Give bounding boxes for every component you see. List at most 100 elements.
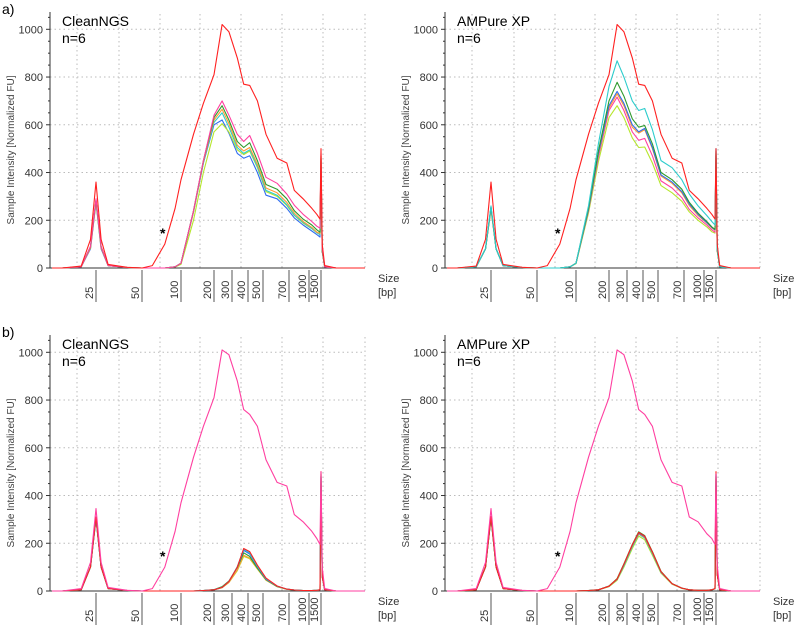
x-tick-label: 700 bbox=[277, 281, 289, 299]
panel-title: AMPure XP bbox=[457, 336, 530, 352]
y-axis-label: Sample Intensity [Normalized FU] bbox=[401, 398, 412, 547]
panel-label: a) bbox=[2, 1, 14, 17]
x-tick-label: 500 bbox=[646, 604, 658, 622]
annotation-asterisk: * bbox=[160, 225, 166, 241]
chart-panel: 0 200 400 600 800 1000 Sample Intensity [Norma… bbox=[401, 12, 794, 302]
x-tick-label: 700 bbox=[672, 604, 684, 622]
x-tick-label: 300 bbox=[220, 281, 232, 299]
y-tick-label: 600 bbox=[420, 443, 438, 455]
x-axis-unit: [bp] bbox=[773, 287, 791, 299]
panel-label: b) bbox=[2, 324, 14, 340]
x-tick-label: 500 bbox=[251, 281, 263, 299]
y-tick-label: 400 bbox=[420, 491, 438, 503]
x-tick-label: 100 bbox=[564, 281, 576, 299]
x-tick-label: 400 bbox=[236, 604, 248, 622]
x-tick-label: 200 bbox=[597, 604, 609, 622]
y-tick-label: 400 bbox=[25, 168, 43, 180]
x-tick-label: 1500 bbox=[704, 598, 716, 622]
x-tick-label: 500 bbox=[646, 281, 658, 299]
series-line bbox=[447, 471, 760, 592]
chart-panel: 0 200 400 600 800 1000 Sample Intensity [Norma… bbox=[401, 335, 794, 625]
x-tick-label: 1500 bbox=[704, 275, 716, 299]
x-tick-label: 50 bbox=[130, 287, 142, 299]
panel-title: CleanNGS bbox=[62, 13, 129, 29]
x-tick-label: 50 bbox=[525, 287, 537, 299]
panel-title: CleanNGS bbox=[62, 336, 129, 352]
series-line bbox=[52, 475, 365, 592]
x-tick-label: 1000 bbox=[297, 598, 309, 622]
series-line bbox=[52, 100, 365, 269]
y-tick-label: 1000 bbox=[414, 347, 438, 359]
y-tick-label: 600 bbox=[25, 443, 43, 455]
panel-subtitle: n=6 bbox=[62, 353, 86, 369]
series-line bbox=[447, 23, 760, 269]
y-tick-label: 1000 bbox=[414, 24, 438, 36]
series-line bbox=[52, 349, 365, 592]
series-line bbox=[447, 475, 760, 592]
x-tick-label: 400 bbox=[236, 281, 248, 299]
x-tick-label: 1000 bbox=[692, 275, 704, 299]
series-line bbox=[447, 475, 760, 592]
series-line bbox=[447, 349, 760, 592]
series-line bbox=[447, 473, 760, 592]
annotation-asterisk: * bbox=[160, 548, 166, 564]
x-tick-label: 25 bbox=[479, 287, 491, 299]
annotation-asterisk: * bbox=[555, 225, 561, 241]
x-tick-label: 1500 bbox=[309, 598, 321, 622]
panel-subtitle: n=6 bbox=[457, 353, 481, 369]
x-tick-label: 100 bbox=[564, 604, 576, 622]
x-tick-label: 700 bbox=[277, 604, 289, 622]
series-line bbox=[52, 23, 365, 269]
x-tick-label: 300 bbox=[615, 604, 627, 622]
y-tick-label: 400 bbox=[25, 491, 43, 503]
panel-title: AMPure XP bbox=[457, 13, 530, 29]
series-line bbox=[52, 471, 365, 592]
x-tick-label: 50 bbox=[525, 610, 537, 622]
x-axis-unit: [bp] bbox=[378, 610, 396, 622]
x-tick-label: 200 bbox=[202, 604, 214, 622]
y-tick-label: 800 bbox=[25, 395, 43, 407]
x-tick-label: 25 bbox=[84, 287, 96, 299]
y-axis-label: Sample Intensity [Normalized FU] bbox=[401, 75, 412, 224]
y-tick-label: 0 bbox=[37, 263, 43, 275]
series-line bbox=[447, 473, 760, 592]
x-axis-label: Size bbox=[773, 273, 794, 285]
x-tick-label: 300 bbox=[220, 604, 232, 622]
y-axis-label: Sample Intensity [Normalized FU] bbox=[6, 75, 17, 224]
y-tick-label: 200 bbox=[25, 215, 43, 227]
y-tick-label: 200 bbox=[420, 215, 438, 227]
x-tick-label: 400 bbox=[631, 604, 643, 622]
y-tick-label: 400 bbox=[420, 168, 438, 180]
y-tick-label: 800 bbox=[420, 72, 438, 84]
y-tick-label: 1000 bbox=[19, 24, 43, 36]
x-axis-unit: [bp] bbox=[773, 610, 791, 622]
series-line bbox=[52, 105, 365, 269]
series-line bbox=[52, 475, 365, 592]
panel-subtitle: n=6 bbox=[62, 30, 86, 46]
chart-panel: 0 200 400 600 800 1000 Sample Intensity [Norma… bbox=[2, 324, 399, 625]
x-tick-label: 100 bbox=[169, 281, 181, 299]
y-tick-label: 600 bbox=[420, 120, 438, 132]
x-tick-label: 1000 bbox=[692, 598, 704, 622]
panel-subtitle: n=6 bbox=[457, 30, 481, 46]
series-line bbox=[52, 112, 365, 269]
x-tick-label: 700 bbox=[672, 281, 684, 299]
x-tick-label: 100 bbox=[169, 604, 181, 622]
annotation-asterisk: * bbox=[555, 548, 561, 564]
x-tick-label: 400 bbox=[631, 281, 643, 299]
series-line bbox=[52, 473, 365, 592]
y-tick-label: 200 bbox=[420, 538, 438, 550]
y-tick-label: 0 bbox=[37, 586, 43, 598]
x-tick-label: 200 bbox=[202, 281, 214, 299]
y-tick-label: 200 bbox=[25, 538, 43, 550]
y-tick-label: 600 bbox=[25, 120, 43, 132]
y-tick-label: 800 bbox=[25, 72, 43, 84]
y-tick-label: 0 bbox=[432, 586, 438, 598]
x-tick-label: 300 bbox=[615, 281, 627, 299]
x-tick-label: 500 bbox=[251, 604, 263, 622]
y-tick-label: 1000 bbox=[19, 347, 43, 359]
series-line bbox=[52, 108, 365, 269]
series-line bbox=[447, 81, 760, 269]
x-tick-label: 1500 bbox=[309, 275, 321, 299]
